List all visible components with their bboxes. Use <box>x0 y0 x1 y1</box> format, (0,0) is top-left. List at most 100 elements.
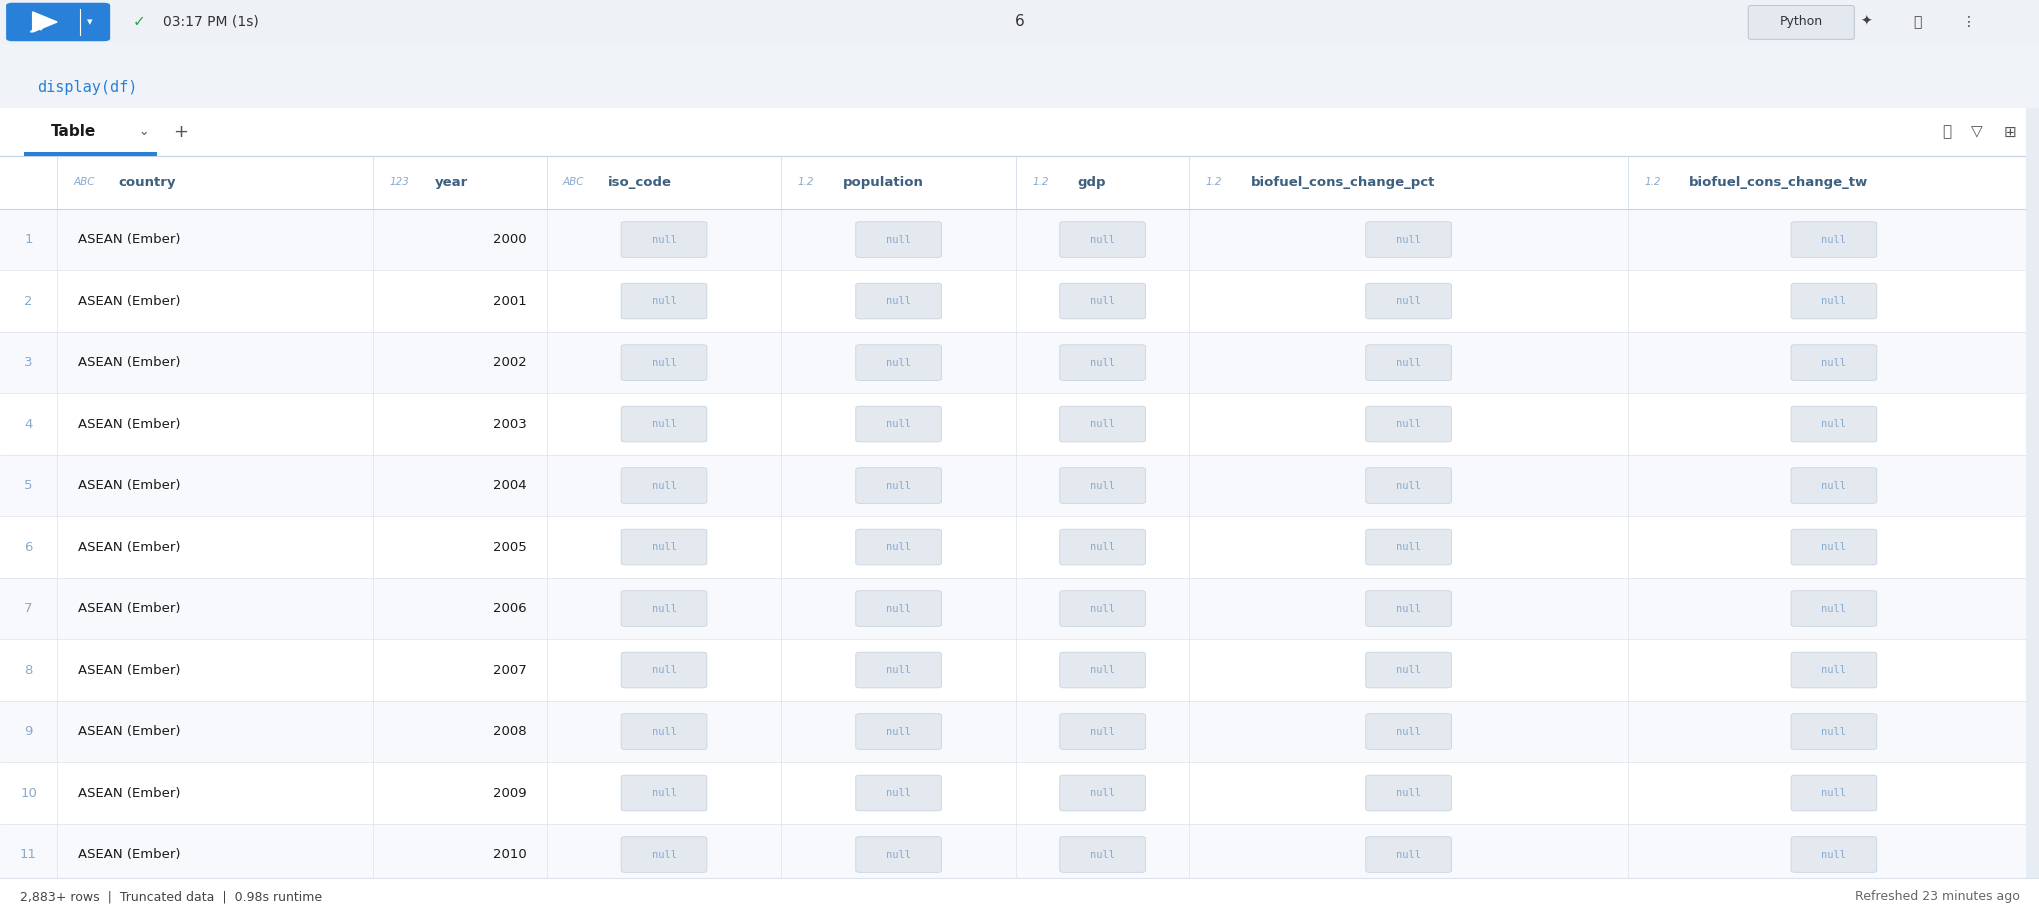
FancyBboxPatch shape <box>856 836 942 872</box>
Text: year: year <box>434 176 467 189</box>
Text: null: null <box>885 234 911 245</box>
Text: null: null <box>1821 726 1845 736</box>
FancyBboxPatch shape <box>856 283 942 319</box>
Text: null: null <box>650 481 677 491</box>
FancyBboxPatch shape <box>1060 407 1146 442</box>
Text: ABC: ABC <box>563 178 585 187</box>
Text: +: + <box>173 123 188 141</box>
Text: ASEAN (Ember): ASEAN (Ember) <box>77 848 179 861</box>
FancyBboxPatch shape <box>1060 836 1146 872</box>
FancyBboxPatch shape <box>1790 652 1876 688</box>
Text: null: null <box>885 481 911 491</box>
FancyBboxPatch shape <box>1364 714 1450 749</box>
FancyBboxPatch shape <box>1364 591 1450 627</box>
FancyBboxPatch shape <box>622 652 708 688</box>
Text: null: null <box>1395 481 1421 491</box>
FancyBboxPatch shape <box>1790 468 1876 504</box>
Bar <box>0 108 2039 916</box>
Text: null: null <box>1089 481 1115 491</box>
Bar <box>0 332 2039 393</box>
Text: null: null <box>1395 604 1421 614</box>
FancyBboxPatch shape <box>1364 468 1450 504</box>
FancyBboxPatch shape <box>1790 529 1876 565</box>
Bar <box>24 152 157 156</box>
Text: null: null <box>1089 726 1115 736</box>
FancyBboxPatch shape <box>622 468 708 504</box>
FancyBboxPatch shape <box>856 591 942 627</box>
FancyBboxPatch shape <box>856 652 942 688</box>
Text: null: null <box>1821 234 1845 245</box>
FancyBboxPatch shape <box>1060 652 1146 688</box>
Text: gdp: gdp <box>1077 176 1105 189</box>
Text: null: null <box>1821 604 1845 614</box>
Text: null: null <box>650 788 677 798</box>
FancyBboxPatch shape <box>622 591 708 627</box>
FancyBboxPatch shape <box>1060 283 1146 319</box>
Text: ✓: ✓ <box>133 15 145 29</box>
Text: 2006: 2006 <box>493 602 526 615</box>
FancyBboxPatch shape <box>1790 591 1876 627</box>
Text: ASEAN (Ember): ASEAN (Ember) <box>77 725 179 738</box>
Text: 2003: 2003 <box>491 418 526 431</box>
Text: null: null <box>1089 849 1115 859</box>
Text: null: null <box>1395 665 1421 675</box>
Text: display(df): display(df) <box>37 81 137 95</box>
Text: null: null <box>650 357 677 367</box>
FancyBboxPatch shape <box>1364 407 1450 442</box>
FancyBboxPatch shape <box>1364 652 1450 688</box>
FancyBboxPatch shape <box>622 283 708 319</box>
Text: Refreshed 23 minutes ago: Refreshed 23 minutes ago <box>1853 890 2019 903</box>
Text: 🔍: 🔍 <box>1941 125 1949 139</box>
Text: 6: 6 <box>1015 15 1024 29</box>
Text: ⌄: ⌄ <box>139 125 149 138</box>
Text: ASEAN (Ember): ASEAN (Ember) <box>77 787 179 800</box>
Text: 10: 10 <box>20 787 37 800</box>
FancyBboxPatch shape <box>1060 775 1146 811</box>
Text: null: null <box>650 665 677 675</box>
Text: null: null <box>1089 665 1115 675</box>
Text: 2001: 2001 <box>491 295 526 308</box>
FancyBboxPatch shape <box>1364 836 1450 872</box>
Text: 1.2: 1.2 <box>1643 178 1660 187</box>
Bar <box>0 823 2039 885</box>
Text: 8: 8 <box>24 663 33 677</box>
Text: null: null <box>1089 604 1115 614</box>
Text: ASEAN (Ember): ASEAN (Ember) <box>77 663 179 677</box>
FancyBboxPatch shape <box>1790 407 1876 442</box>
Text: 2004: 2004 <box>493 479 526 492</box>
Text: population: population <box>842 176 924 189</box>
Bar <box>2025 108 2039 878</box>
Text: ⊞: ⊞ <box>2002 125 2015 139</box>
Bar <box>0 270 2039 332</box>
FancyBboxPatch shape <box>622 529 708 565</box>
Text: 6: 6 <box>24 540 33 553</box>
FancyBboxPatch shape <box>1364 775 1450 811</box>
Text: null: null <box>1821 419 1845 429</box>
Text: null: null <box>1821 788 1845 798</box>
Text: ⤢: ⤢ <box>1913 15 1921 29</box>
Text: null: null <box>650 849 677 859</box>
Text: 1.2: 1.2 <box>1205 178 1221 187</box>
FancyBboxPatch shape <box>1790 836 1876 872</box>
Text: null: null <box>1395 849 1421 859</box>
FancyBboxPatch shape <box>1060 468 1146 504</box>
FancyBboxPatch shape <box>856 714 942 749</box>
Text: null: null <box>1821 296 1845 306</box>
FancyBboxPatch shape <box>1790 344 1876 380</box>
FancyBboxPatch shape <box>856 468 942 504</box>
FancyBboxPatch shape <box>856 407 942 442</box>
Bar <box>0 517 2039 578</box>
Text: null: null <box>1821 849 1845 859</box>
Bar <box>0 209 2039 270</box>
Text: 11: 11 <box>20 848 37 861</box>
FancyBboxPatch shape <box>622 344 708 380</box>
Text: null: null <box>1821 542 1845 552</box>
Text: null: null <box>1821 481 1845 491</box>
Text: ASEAN (Ember): ASEAN (Ember) <box>77 295 179 308</box>
Text: null: null <box>1395 726 1421 736</box>
Text: null: null <box>1089 234 1115 245</box>
Text: ▽: ▽ <box>1970 125 1982 139</box>
Bar <box>0 878 2039 916</box>
FancyBboxPatch shape <box>856 529 942 565</box>
Bar <box>0 108 2039 156</box>
